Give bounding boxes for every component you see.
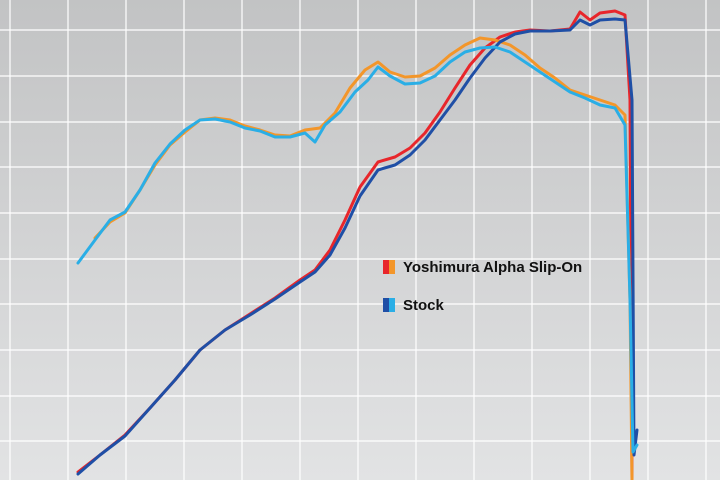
legend-swatch: [389, 298, 395, 312]
data-line: [76, 45, 639, 454]
legend: Yoshimura Alpha Slip-On Stock: [383, 259, 582, 314]
legend-swatch: [383, 298, 389, 312]
legend-swatch: [389, 260, 395, 274]
legend-swatch: [383, 260, 389, 274]
lines: [76, 9, 639, 480]
data-line: [76, 17, 639, 476]
legend-label: Yoshimura Alpha Slip-On: [403, 259, 582, 276]
legend-label: Stock: [403, 297, 445, 314]
